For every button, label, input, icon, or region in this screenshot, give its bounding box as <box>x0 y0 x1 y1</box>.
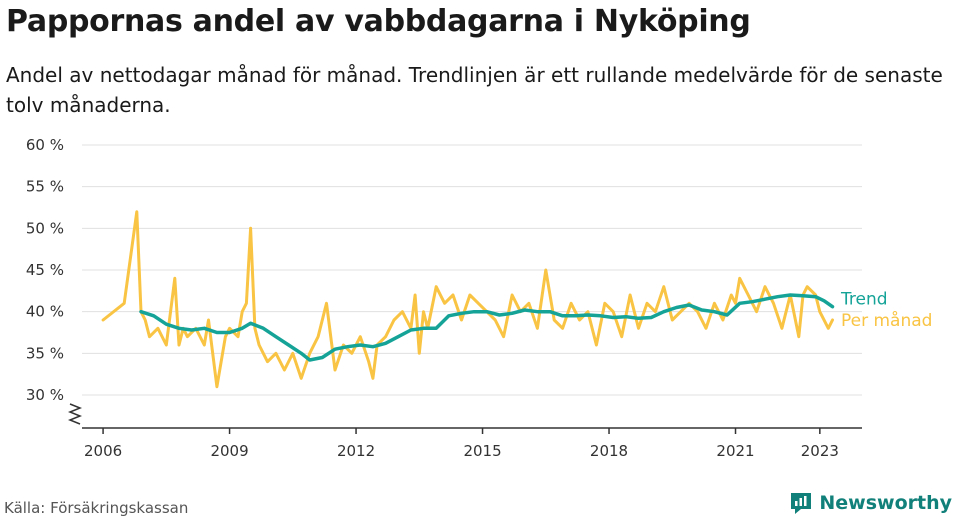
series-label: Per månad <box>841 310 932 331</box>
x-tick-label: 2023 <box>801 442 839 460</box>
brand-logo[interactable]: Newsworthy <box>789 488 952 518</box>
brand-name: Newsworthy <box>819 492 952 514</box>
series-label: Trend <box>840 290 888 310</box>
chart-subtitle: Andel av nettodagar månad för månad. Tre… <box>6 63 943 117</box>
y-tick-label: 55 % <box>26 178 64 196</box>
x-tick-label: 2018 <box>590 442 628 460</box>
y-tick-label: 35 % <box>26 344 64 362</box>
series-lines <box>101 210 835 389</box>
y-tick-label: 40 % <box>26 303 64 321</box>
y-axis-ticks: 30 % 35 % 40 % 45 % 50 % 55 % 60 % <box>26 136 64 404</box>
x-tick-label: 2015 <box>463 442 501 460</box>
x-tick-label: 2021 <box>716 442 754 460</box>
x-tick-label: 2012 <box>337 442 375 460</box>
series-line-trend <box>139 293 835 362</box>
series-line-per-manad <box>101 210 834 389</box>
x-tick-label: 2009 <box>210 442 248 460</box>
x-axis: 2006 2009 2012 2015 2018 2021 2023 <box>82 427 862 460</box>
y-tick-label: 50 % <box>26 219 64 237</box>
axis-break-icon <box>67 403 83 425</box>
chart-title: Pappornas andel av vabbdagarna i Nyköpin… <box>6 4 751 39</box>
y-tick-label: 60 % <box>26 136 64 154</box>
x-tick-label: 2006 <box>84 442 122 460</box>
source-note: Källa: Försäkringskassan <box>4 499 189 517</box>
y-tick-label: 45 % <box>26 261 64 279</box>
grid-lines <box>82 144 862 396</box>
newsworthy-logo-icon <box>791 493 812 514</box>
y-tick-label: 30 % <box>26 386 64 404</box>
